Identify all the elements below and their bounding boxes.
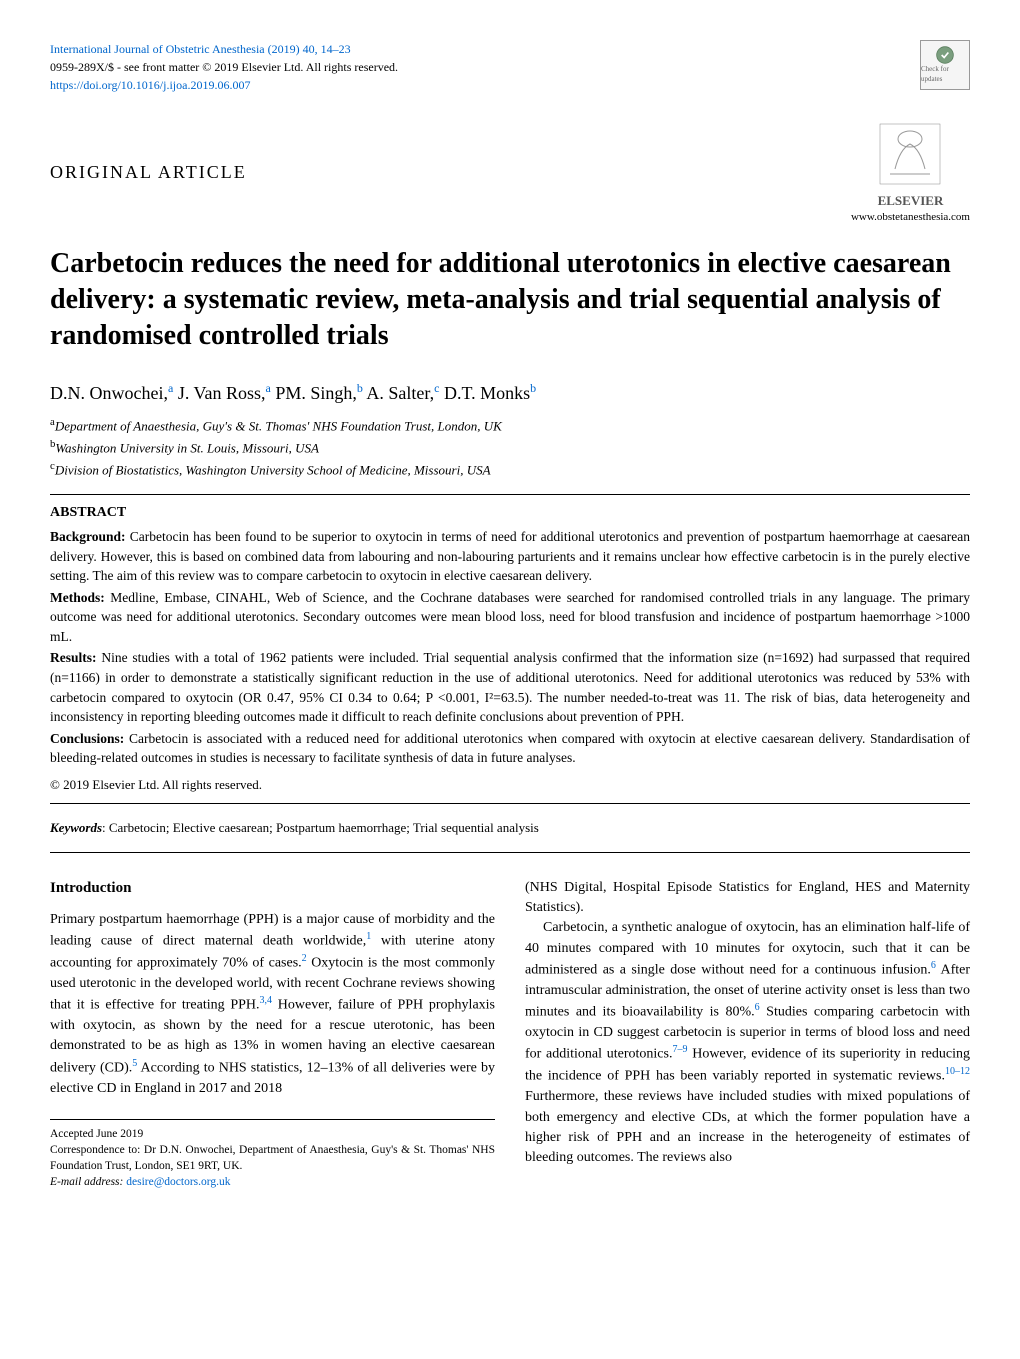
conclusions-label: Conclusions: bbox=[50, 731, 124, 746]
check-updates-label: Check for updates bbox=[921, 65, 969, 85]
author-list: D.N. Onwochei,a J. Van Ross,a PM. Singh,… bbox=[50, 380, 970, 406]
abstract-body: Background: Carbetocin has been found to… bbox=[50, 527, 970, 795]
column-right: (NHS Digital, Hospital Episode Statistic… bbox=[525, 878, 970, 1190]
results-text: Nine studies with a total of 1962 patien… bbox=[50, 650, 970, 724]
affiliation-b: Washington University in St. Louis, Miss… bbox=[55, 440, 319, 455]
correspondence: Correspondence to: Dr D.N. Onwochei, Dep… bbox=[50, 1142, 495, 1174]
journal-reference: International Journal of Obstetric Anest… bbox=[50, 42, 351, 56]
affiliations: aDepartment of Anaesthesia, Guy's & St. … bbox=[50, 414, 970, 479]
publisher-block: ELSEVIER www.obstetanesthesia.com bbox=[851, 119, 970, 226]
article-title: Carbetocin reduces the need for addition… bbox=[50, 246, 970, 355]
intro-paragraph-cont: (NHS Digital, Hospital Episode Statistic… bbox=[525, 878, 970, 919]
introduction-heading: Introduction bbox=[50, 878, 495, 900]
ref-3-4[interactable]: 3,4 bbox=[260, 995, 273, 1006]
intro-paragraph-2: Carbetocin, a synthetic analogue of oxyt… bbox=[525, 918, 970, 1168]
intro-paragraph: Primary postpartum haemorrhage (PPH) is … bbox=[50, 910, 495, 1099]
affiliation-c: Division of Biostatistics, Washington Un… bbox=[55, 462, 491, 477]
keywords-label: Keywords bbox=[50, 820, 102, 835]
copyright-line: © 2019 Elsevier Ltd. All rights reserved… bbox=[50, 776, 970, 795]
ref-7-9[interactable]: 7–9 bbox=[672, 1044, 687, 1055]
ref-10-12[interactable]: 10–12 bbox=[945, 1066, 970, 1077]
page-header: International Journal of Obstetric Anest… bbox=[50, 40, 970, 94]
methods-label: Methods: bbox=[50, 590, 105, 605]
publisher-url[interactable]: www.obstetanesthesia.com bbox=[851, 210, 970, 225]
divider bbox=[50, 803, 970, 804]
conclusions-text: Carbetocin is associated with a reduced … bbox=[50, 731, 970, 766]
check-updates-badge[interactable]: Check for updates bbox=[920, 40, 970, 90]
issn-line: 0959-289X/$ - see front matter © 2019 El… bbox=[50, 60, 398, 74]
background-text: Carbetocin has been found to be superior… bbox=[50, 529, 970, 583]
divider bbox=[50, 852, 970, 853]
doi-link[interactable]: https://doi.org/10.1016/j.ijoa.2019.06.0… bbox=[50, 78, 250, 92]
article-type: ORIGINAL ARTICLE bbox=[50, 160, 247, 185]
article-footer: Accepted June 2019 Correspondence to: Dr… bbox=[50, 1119, 495, 1190]
keywords-line: Keywords: Carbetocin; Elective caesarean… bbox=[50, 819, 970, 837]
body-columns: Introduction Primary postpartum haemorrh… bbox=[50, 878, 970, 1190]
title-row: ORIGINAL ARTICLE ELSEVIER www.obstetanes… bbox=[50, 119, 970, 226]
accepted-date: Accepted June 2019 bbox=[50, 1126, 495, 1142]
abstract-heading: ABSTRACT bbox=[50, 503, 970, 523]
publisher-name: ELSEVIER bbox=[851, 192, 970, 210]
email-address[interactable]: desire@doctors.org.uk bbox=[126, 1176, 230, 1188]
email-label: E-mail address: bbox=[50, 1176, 123, 1188]
column-left: Introduction Primary postpartum haemorrh… bbox=[50, 878, 495, 1190]
header-meta: International Journal of Obstetric Anest… bbox=[50, 40, 398, 94]
methods-text: Medline, Embase, CINAHL, Web of Science,… bbox=[50, 590, 970, 644]
elsevier-logo-icon bbox=[875, 119, 945, 189]
divider bbox=[50, 494, 970, 495]
check-updates-icon bbox=[935, 45, 955, 65]
affiliation-a: Department of Anaesthesia, Guy's & St. T… bbox=[55, 418, 502, 433]
background-label: Background: bbox=[50, 529, 126, 544]
keywords-text: : Carbetocin; Elective caesarean; Postpa… bbox=[102, 820, 539, 835]
results-label: Results: bbox=[50, 650, 97, 665]
